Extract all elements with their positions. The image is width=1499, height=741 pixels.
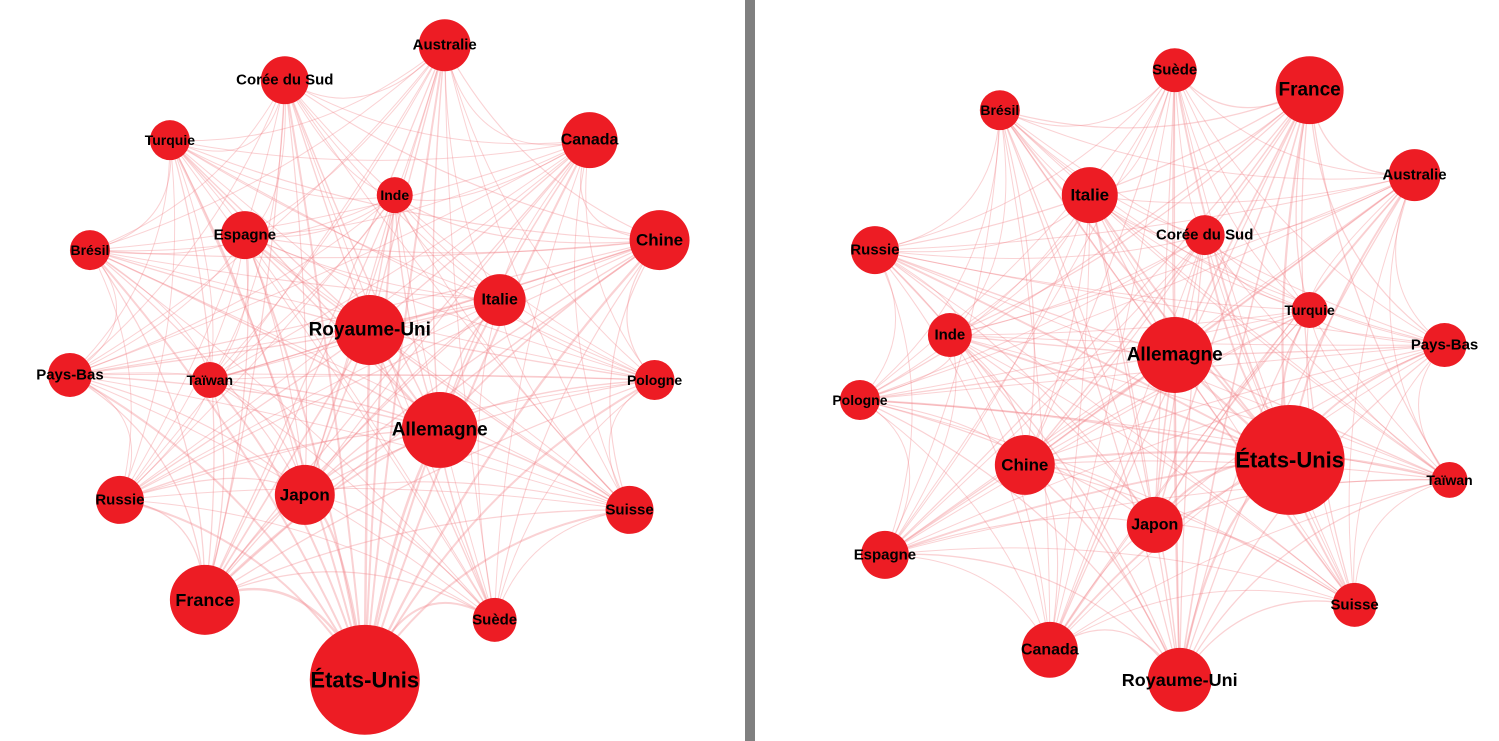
node-france	[1275, 56, 1343, 124]
node-taiwan	[1431, 462, 1467, 498]
node-italie	[474, 274, 526, 326]
node-coree-sud	[1184, 215, 1224, 255]
node-turquie	[150, 120, 190, 160]
edge	[1354, 480, 1449, 605]
edge	[245, 235, 305, 495]
edge	[859, 400, 1449, 480]
node-allemagne	[402, 392, 478, 468]
node-coree-sud	[261, 56, 309, 104]
node-bresil	[70, 230, 110, 270]
edge	[874, 175, 1414, 250]
right-network-panel: États-UnisAllemagneRoyaume-UniFranceJapo…	[755, 0, 1499, 741]
node-espagne	[860, 531, 908, 579]
edge	[305, 380, 655, 495]
node-allemagne	[1136, 317, 1212, 393]
node-chine	[630, 210, 690, 270]
node-pays-bas	[1422, 323, 1466, 367]
node-suede	[473, 598, 517, 642]
node-japon	[275, 465, 335, 525]
edge	[1309, 90, 1449, 480]
node-suisse	[606, 486, 654, 534]
node-pologne	[635, 360, 675, 400]
node-suisse	[1332, 583, 1376, 627]
panel-divider	[745, 0, 755, 741]
node-canada	[1021, 622, 1077, 678]
node-royaume-uni	[335, 295, 405, 365]
node-suede	[1152, 48, 1196, 92]
edge	[884, 555, 1049, 650]
node-russie	[96, 476, 144, 524]
node-france	[170, 565, 240, 635]
network-comparison-container: États-UnisFranceAllemagneRoyaume-UniJapo…	[0, 0, 1499, 741]
node-canada	[562, 112, 618, 168]
node-inde	[377, 177, 413, 213]
node-pays-bas	[48, 353, 92, 397]
node-etats-unis	[310, 625, 420, 735]
node-turquie	[1291, 292, 1327, 328]
node-australie	[1388, 149, 1440, 201]
node-pologne	[839, 380, 879, 420]
node-australie	[419, 19, 471, 71]
node-royaume-uni	[1147, 648, 1211, 712]
node-inde	[927, 313, 971, 357]
node-etats-unis	[1234, 405, 1344, 515]
edge	[120, 330, 370, 500]
edge	[874, 195, 1089, 252]
node-italie	[1061, 167, 1117, 223]
edge	[949, 195, 1089, 335]
left-network-panel: États-UnisFranceAllemagneRoyaume-UniJapo…	[0, 0, 745, 741]
node-espagne	[221, 211, 269, 259]
node-taiwan	[192, 362, 228, 398]
edge	[170, 140, 395, 199]
edge	[874, 250, 1024, 465]
network-svg: États-UnisFranceAllemagneRoyaume-UniJapo…	[0, 0, 745, 741]
node-russie	[850, 226, 898, 274]
edge	[1301, 90, 1354, 605]
edge	[205, 235, 248, 600]
edge	[1179, 480, 1449, 680]
network-svg: États-UnisAllemagneRoyaume-UniFranceJapo…	[755, 0, 1499, 741]
node-japon	[1126, 497, 1182, 553]
node-chine	[994, 435, 1054, 495]
edge	[70, 375, 365, 680]
edge	[445, 45, 660, 240]
edge	[1204, 235, 1444, 345]
node-bresil	[979, 90, 1019, 130]
edge	[1204, 175, 1414, 237]
